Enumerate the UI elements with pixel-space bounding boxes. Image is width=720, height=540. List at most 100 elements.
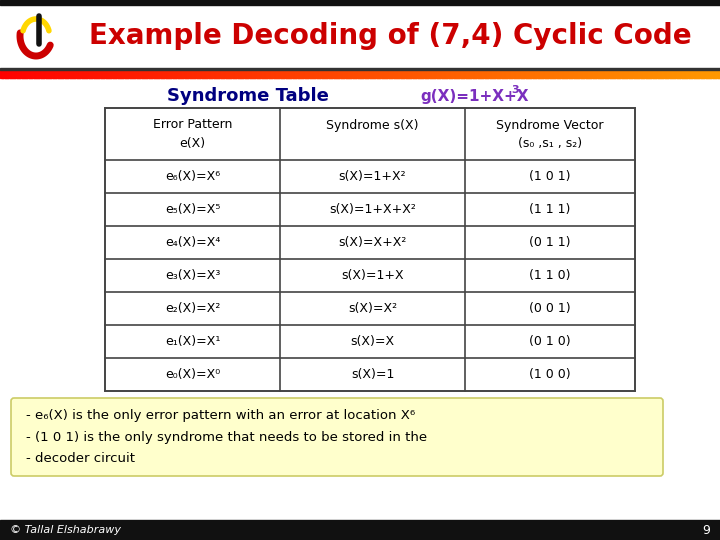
Bar — [343, 70, 346, 78]
Bar — [297, 70, 301, 78]
Bar — [415, 70, 418, 78]
Bar — [156, 70, 159, 78]
Text: - e₆(X) is the only error pattern with an error at location X⁶: - e₆(X) is the only error pattern with a… — [26, 408, 415, 422]
Bar — [245, 70, 248, 78]
Bar — [410, 70, 414, 78]
Bar — [139, 70, 143, 78]
Bar — [459, 70, 462, 78]
Bar — [711, 70, 714, 78]
Bar — [55, 70, 58, 78]
Bar — [554, 70, 558, 78]
Text: e₄(X)=X⁴: e₄(X)=X⁴ — [165, 236, 220, 249]
Bar — [636, 70, 639, 78]
Bar — [53, 70, 56, 78]
Text: g(X)=1+X+X: g(X)=1+X+X — [420, 89, 528, 104]
Bar — [387, 70, 390, 78]
Bar — [610, 70, 613, 78]
Bar — [27, 70, 30, 78]
Bar — [0, 0, 720, 5]
Bar — [178, 70, 181, 78]
Bar — [60, 70, 63, 78]
Bar — [384, 70, 387, 78]
Bar — [444, 70, 447, 78]
Bar — [168, 70, 171, 78]
Bar — [506, 70, 510, 78]
Bar — [449, 70, 452, 78]
Bar — [279, 70, 282, 78]
Bar — [108, 70, 112, 78]
Bar — [672, 70, 675, 78]
Bar — [326, 70, 330, 78]
Bar — [482, 70, 486, 78]
Bar — [485, 70, 488, 78]
Bar — [276, 70, 279, 78]
Bar — [122, 70, 126, 78]
Bar — [600, 70, 603, 78]
Bar — [101, 70, 104, 78]
Bar — [12, 70, 15, 78]
Bar — [502, 70, 505, 78]
Bar — [322, 70, 325, 78]
Bar — [41, 70, 44, 78]
Bar — [475, 70, 479, 78]
Text: Error Pattern: Error Pattern — [153, 118, 232, 132]
Bar — [50, 70, 54, 78]
Bar — [650, 70, 654, 78]
Bar — [567, 70, 570, 78]
Bar — [437, 70, 440, 78]
Bar — [367, 70, 371, 78]
Bar — [194, 70, 198, 78]
Bar — [427, 70, 431, 78]
Bar — [91, 70, 94, 78]
Bar — [574, 70, 577, 78]
Text: Syndrome Vector: Syndrome Vector — [496, 118, 604, 132]
Bar — [540, 70, 544, 78]
Bar — [526, 70, 529, 78]
Bar — [698, 70, 702, 78]
Bar — [583, 70, 587, 78]
Bar — [518, 70, 522, 78]
Bar — [252, 70, 256, 78]
Bar — [403, 70, 407, 78]
Bar — [305, 70, 308, 78]
Bar — [199, 70, 202, 78]
Bar — [312, 70, 315, 78]
Bar — [233, 70, 236, 78]
Bar — [36, 70, 40, 78]
Bar — [5, 70, 8, 78]
Bar — [588, 70, 591, 78]
FancyBboxPatch shape — [11, 398, 663, 476]
Bar — [250, 70, 253, 78]
Bar — [473, 70, 476, 78]
Bar — [117, 70, 121, 78]
Bar — [557, 70, 560, 78]
Text: (1 0 1): (1 0 1) — [529, 170, 571, 183]
Bar — [336, 70, 339, 78]
Bar — [189, 70, 193, 78]
Bar — [420, 70, 423, 78]
Bar — [264, 70, 267, 78]
Bar — [19, 70, 22, 78]
Bar — [105, 108, 635, 391]
Bar — [639, 70, 642, 78]
Bar — [180, 70, 184, 78]
Text: (0 1 0): (0 1 0) — [529, 335, 571, 348]
Bar — [398, 70, 402, 78]
Bar — [379, 70, 382, 78]
Text: s(X)=1+X²: s(X)=1+X² — [338, 170, 406, 183]
Bar — [679, 70, 683, 78]
Bar — [286, 70, 289, 78]
Bar — [166, 70, 169, 78]
Bar — [48, 70, 51, 78]
Text: (1 1 1): (1 1 1) — [529, 203, 571, 216]
Bar — [94, 70, 97, 78]
Bar — [585, 70, 589, 78]
Bar — [547, 70, 551, 78]
Bar — [0, 520, 720, 540]
Bar — [218, 70, 222, 78]
Bar — [562, 70, 565, 78]
Bar — [657, 70, 661, 78]
Bar — [137, 70, 140, 78]
Bar — [338, 70, 342, 78]
Bar — [569, 70, 572, 78]
